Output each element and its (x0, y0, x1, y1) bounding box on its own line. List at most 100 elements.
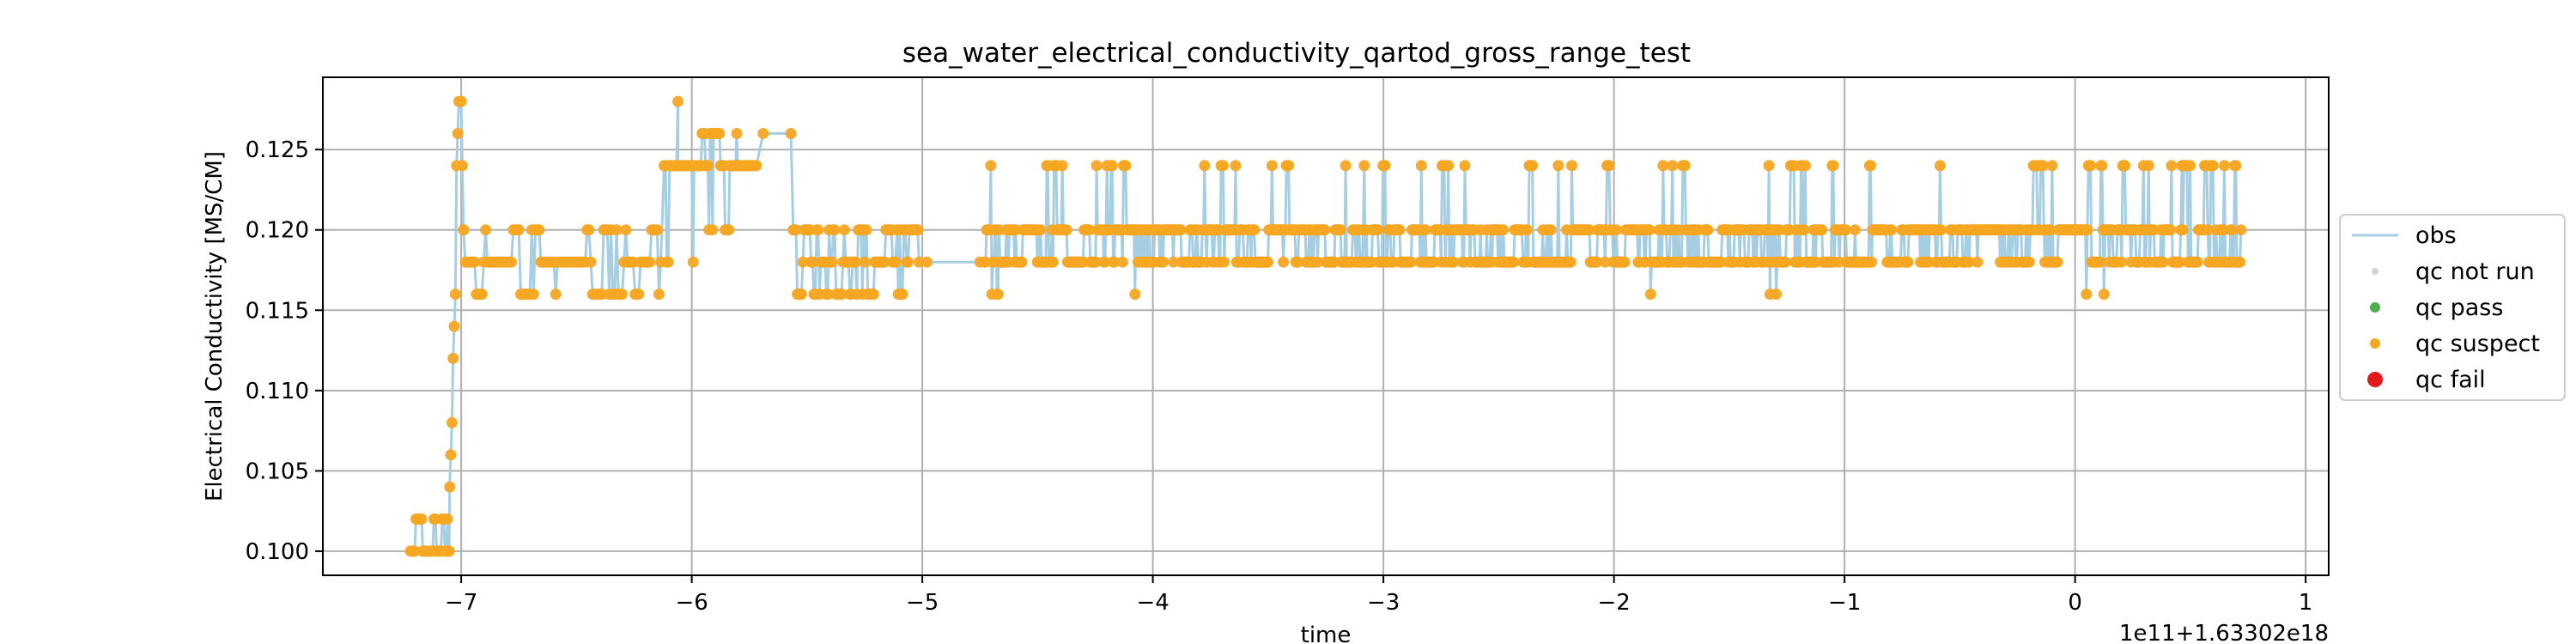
qc-suspect-point (1771, 289, 1782, 301)
qc-suspect-point (2081, 289, 2093, 301)
qc-suspect-point (1566, 160, 1577, 172)
qc-suspect-point (1199, 160, 1211, 172)
x-axis-label: time (1301, 623, 1352, 644)
qc-suspect-point (1372, 224, 1383, 236)
qc-suspect-point (2085, 160, 2097, 172)
qc-suspect-point (550, 289, 562, 301)
qc-suspect-point (812, 224, 824, 236)
qc-suspect-point (513, 224, 525, 236)
qc-suspect-point (1886, 224, 1898, 236)
qc-suspect-point (790, 224, 802, 236)
legend-label: obs (2415, 222, 2457, 249)
qc-suspect-point (469, 256, 481, 268)
qc-suspect-point (1971, 256, 1984, 268)
legend-label: qc pass (2415, 295, 2503, 321)
qc-suspect-point (585, 256, 597, 268)
x-tick-label: −4 (1136, 590, 1169, 616)
qc-suspect-point (409, 545, 421, 557)
qc-suspect-point (2037, 160, 2049, 172)
qc-suspect-point (2081, 224, 2093, 236)
qc-suspect-point (1218, 160, 1229, 172)
qc-suspect-point (1292, 256, 1303, 268)
qc-suspect-point (731, 128, 743, 139)
qc-suspect-point (617, 289, 628, 301)
y-tick-label: 0.100 (246, 539, 309, 565)
qc-suspect-point (1902, 256, 1914, 268)
qc-suspect-point (1278, 256, 1290, 268)
x-tick-label: −5 (906, 590, 939, 616)
qc-suspect-point (1283, 160, 1295, 172)
qc-suspect-point (1090, 256, 1102, 268)
qc-suspect-point (860, 224, 872, 236)
qc-suspect-point (1168, 256, 1179, 268)
qc-suspect-point (1379, 160, 1391, 172)
qc-suspect-point (480, 224, 492, 236)
legend-swatch-dot (2372, 268, 2379, 275)
qc-suspect-point (448, 320, 460, 332)
qc-suspect-point (644, 256, 656, 268)
qc-suspect-point (2174, 256, 2185, 268)
qc-suspect-point (444, 481, 456, 493)
qc-suspect-point (890, 256, 902, 268)
qc-suspect-point (702, 160, 714, 172)
y-tick-label: 0.120 (246, 218, 309, 244)
qc-suspect-point (1129, 289, 1141, 301)
qc-suspect-point (416, 513, 428, 525)
qc-suspect-point (2235, 224, 2247, 236)
qc-suspect-point (1459, 160, 1471, 172)
qc-suspect-point (1779, 256, 1791, 268)
qc-suspect-point (1702, 224, 1714, 236)
x-tick-label: −2 (1597, 590, 1630, 616)
qc-suspect-point (1405, 256, 1417, 268)
qc-suspect-point (452, 128, 464, 139)
x-tick-label: −6 (675, 590, 708, 616)
qc-suspect-point (443, 545, 455, 557)
qc-suspect-point (806, 256, 818, 268)
qc-suspect-point (707, 224, 719, 236)
qc-suspect-point (1249, 224, 1261, 236)
qc-suspect-point (902, 256, 914, 268)
qc-suspect-point (1099, 256, 1111, 268)
qc-suspect-point (985, 160, 997, 172)
legend-box (2339, 214, 2566, 401)
qc-suspect-point (1545, 224, 1557, 236)
qc-suspect-point (476, 289, 488, 301)
qc-suspect-point (1865, 160, 1876, 172)
qc-suspect-point (1963, 256, 1975, 268)
qc-suspect-point (1394, 224, 1406, 236)
qc-suspect-point (2234, 256, 2246, 268)
qc-suspect-point (1644, 289, 1656, 301)
qc-suspect-point (458, 224, 470, 236)
qc-suspect-point (1016, 256, 1028, 268)
y-tick-label: 0.110 (246, 379, 309, 404)
x-tick-label: 1 (2299, 590, 2313, 616)
qc-suspect-point (714, 128, 726, 139)
qc-suspect-point (757, 128, 769, 139)
qc-suspect-point (447, 352, 459, 364)
qc-suspect-point (2219, 160, 2230, 172)
qc-suspect-point (2044, 224, 2056, 236)
qc-suspect-point (2184, 160, 2196, 172)
qc-suspect-point (1508, 256, 1520, 268)
qc-suspect-point (1319, 224, 1331, 236)
qc-suspect-point (441, 513, 453, 525)
qc-suspect-point (1448, 256, 1460, 268)
plot-frame (322, 76, 2330, 576)
qc-suspect-point (2165, 224, 2177, 236)
x-tick-label: −3 (1367, 590, 1400, 616)
qc-suspect-point (1603, 160, 1615, 172)
qc-suspect-point (1527, 160, 1539, 172)
qc-suspect-point (1564, 256, 1577, 268)
qc-suspect-point (1084, 224, 1096, 236)
qc-suspect-point (1035, 224, 1047, 236)
qc-suspect-point (445, 449, 457, 461)
legend-label: qc not run (2415, 258, 2535, 285)
qc-suspect-point (2202, 224, 2214, 236)
qc-suspect-point (455, 95, 467, 107)
qc-suspect-point (2119, 160, 2130, 172)
qc-suspect-point (1415, 160, 1427, 172)
y-axis-label: Electrical Conductivity [MS/CM] (202, 151, 228, 501)
chart-title: sea_water_electrical_conductivity_qartod… (902, 38, 1691, 69)
qc-suspect-point (822, 289, 834, 301)
x-tick-label: 0 (2068, 590, 2082, 616)
